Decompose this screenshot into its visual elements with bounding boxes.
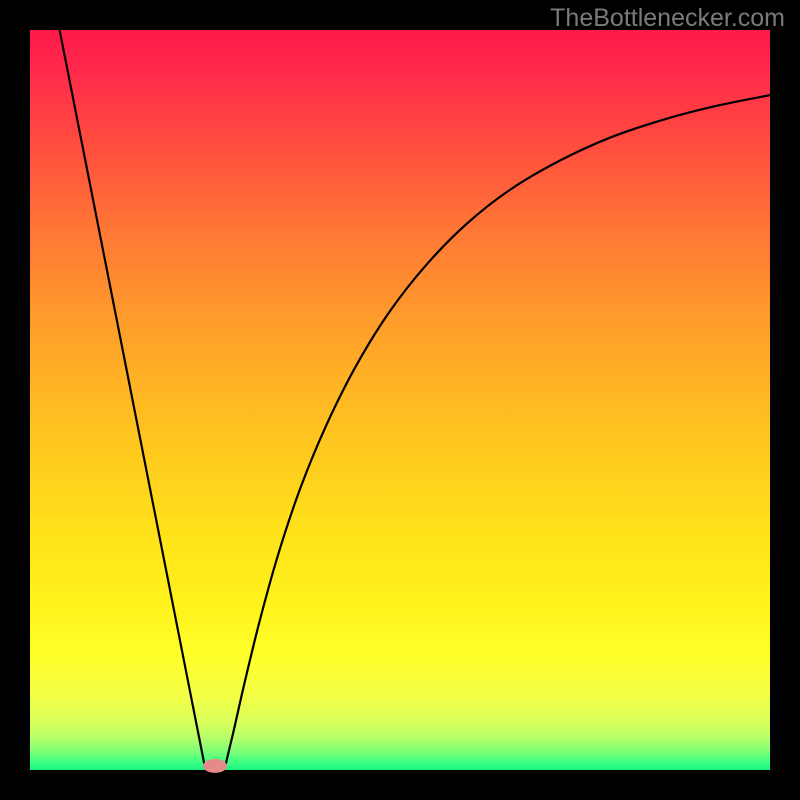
plot-background xyxy=(30,30,770,770)
bottleneck-chart xyxy=(0,0,800,800)
watermark-text: TheBottlenecker.com xyxy=(550,4,785,33)
chart-container: TheBottlenecker.com xyxy=(0,0,800,800)
minimum-marker xyxy=(203,759,227,773)
